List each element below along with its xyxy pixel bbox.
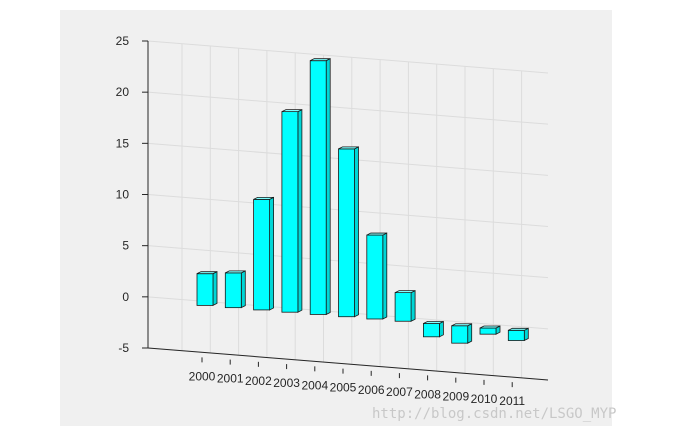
bar-front (479, 327, 497, 335)
bar-2003 (281, 108, 303, 313)
bar-2006 (366, 232, 388, 320)
bar-2005 (338, 146, 359, 318)
bar-side (354, 146, 359, 318)
y-tick-label: -5 (118, 341, 129, 355)
bar-2000 (196, 271, 218, 307)
bar-side (240, 270, 246, 309)
gridline-h (147, 40, 549, 74)
x-tick-label-2006: 2006 (358, 383, 385, 397)
watermark-text: http://blog.csdn.net/LSGO_MYP (372, 406, 616, 422)
x-tick-label-2010: 2010 (471, 392, 498, 406)
bar-2010 (479, 325, 501, 335)
bars-layer (196, 58, 529, 344)
x-tick-label-2005: 2005 (330, 381, 357, 395)
bar-2001 (224, 270, 246, 309)
bar-top (394, 290, 416, 293)
bar-side (382, 232, 388, 320)
bar-front (281, 111, 299, 313)
x-tick-label-2000: 2000 (189, 369, 216, 383)
tick-labels-layer: -5 0 5 10 15 20 25 2000 2001 2002 2003 2004 2005 2006… (116, 34, 526, 408)
bar-2011 (507, 327, 529, 342)
bar-front (224, 272, 242, 309)
bar-2008 (422, 320, 444, 338)
y-tick-label: 25 (116, 34, 130, 48)
bar-top (479, 325, 501, 329)
x-tick-label-2009: 2009 (442, 390, 469, 404)
bar-2009 (451, 323, 473, 344)
x-tick-label-2008: 2008 (414, 387, 441, 401)
bar-top (281, 109, 303, 113)
bar-front (338, 148, 355, 318)
bar-top (196, 271, 218, 275)
bar-top (451, 323, 472, 327)
x-tick-label-2001: 2001 (217, 372, 244, 386)
bar-2007 (394, 289, 416, 322)
bar-top (225, 270, 246, 274)
y-tick-label: 20 (116, 85, 130, 99)
bar-front (196, 273, 214, 306)
bar-front (309, 60, 327, 315)
y-tick-label: 5 (122, 239, 129, 253)
axis-layer (142, 40, 549, 388)
gridline-h (147, 91, 549, 125)
x-tick-label-2011: 2011 (499, 394, 525, 408)
bar-top (253, 197, 274, 200)
x-tick-label-2003: 2003 (273, 376, 300, 390)
x-axis-line (147, 347, 549, 381)
y-tick-label: 15 (116, 136, 130, 150)
bar-front (507, 329, 525, 341)
bar-side (439, 320, 444, 338)
bar-front (422, 323, 440, 338)
bar-top (338, 146, 359, 150)
bar-front (366, 234, 384, 320)
bar-side (467, 323, 473, 344)
y-tick-label: 10 (116, 188, 130, 202)
bar-top (508, 327, 529, 331)
bar-front (451, 325, 469, 344)
bar-top (366, 232, 387, 236)
bar-side (269, 196, 274, 311)
bar-2002 (253, 196, 274, 311)
bar-top (423, 321, 444, 324)
bar-2004 (309, 58, 331, 316)
bar-front (394, 292, 412, 322)
x-tick-label-2002: 2002 (245, 374, 272, 388)
y-tick-label: 0 (122, 290, 129, 304)
bar-side (297, 108, 303, 313)
bar-front (253, 199, 271, 311)
x-tick-label-2004: 2004 (301, 378, 328, 392)
bar-side (325, 58, 331, 316)
bar-side (212, 271, 218, 307)
x-tick-label-2007: 2007 (386, 385, 413, 399)
plot-background (60, 10, 612, 426)
bar-side (410, 289, 416, 322)
bar-top (310, 58, 331, 62)
